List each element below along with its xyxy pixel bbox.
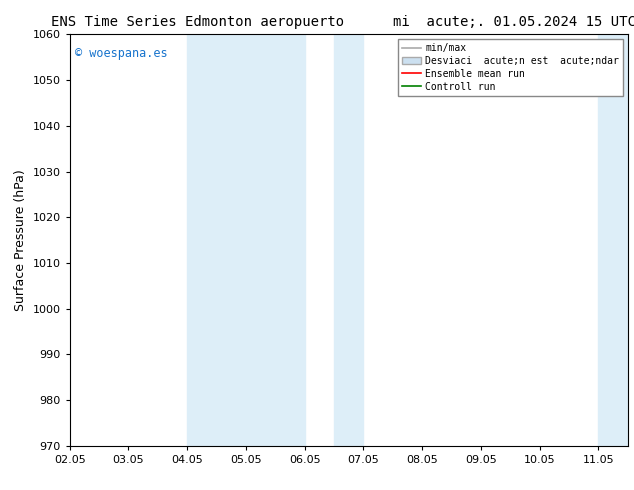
Text: mi  acute;. 01.05.2024 15 UTC: mi acute;. 01.05.2024 15 UTC <box>393 15 634 29</box>
Bar <box>334 34 363 446</box>
Text: © woespana.es: © woespana.es <box>75 47 168 60</box>
Y-axis label: Surface Pressure (hPa): Surface Pressure (hPa) <box>14 169 27 311</box>
Text: ENS Time Series Edmonton aeropuerto: ENS Time Series Edmonton aeropuerto <box>51 15 344 29</box>
Bar <box>187 34 305 446</box>
Bar <box>598 34 628 446</box>
Legend: min/max, Desviaci  acute;n est  acute;ndar, Ensemble mean run, Controll run: min/max, Desviaci acute;n est acute;ndar… <box>398 39 623 96</box>
